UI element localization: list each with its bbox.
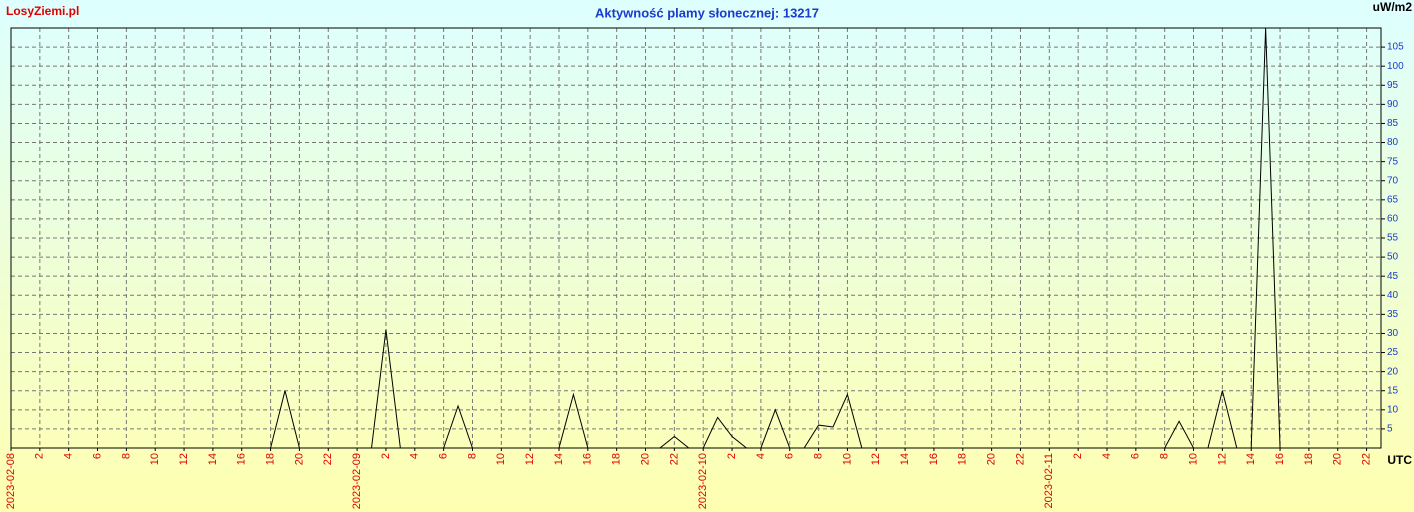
x-tick-label: 4	[409, 453, 421, 459]
x-tick-label: 6	[1130, 453, 1142, 459]
y-tick-label: 70	[1387, 175, 1399, 186]
x-tick-label: 4	[63, 453, 75, 459]
y-tick-label: 90	[1387, 99, 1399, 110]
x-tick-label: 20	[293, 453, 305, 465]
y-tick-label: 30	[1387, 328, 1399, 339]
x-tick-label: 16	[582, 453, 594, 465]
x-tick-label: 16	[928, 453, 940, 465]
y-tick-label: 45	[1387, 271, 1399, 282]
x-tick-label: 2	[34, 453, 46, 459]
y-tick-label: 20	[1387, 366, 1399, 377]
x-tick-label: 4	[1101, 453, 1113, 459]
x-tick-label: 2	[380, 453, 392, 459]
x-tick-label: 16	[1274, 453, 1286, 465]
y-tick-label: 50	[1387, 252, 1399, 263]
x-tick-label: 10	[149, 453, 161, 465]
y-tick-label: 35	[1387, 309, 1399, 320]
y-tick-label: 65	[1387, 194, 1399, 205]
x-tick-label: 18	[957, 453, 969, 465]
x-label: UTC	[1387, 453, 1412, 467]
x-tick-label: 12	[178, 453, 190, 465]
y-tick-label: 80	[1387, 137, 1399, 148]
x-tick-label: 22	[322, 453, 334, 465]
y-tick-label: 55	[1387, 233, 1399, 244]
x-tick-label: 16	[236, 453, 248, 465]
y-tick-label: 40	[1387, 290, 1399, 301]
y-tick-label: 15	[1387, 385, 1399, 396]
y-tick-label: 60	[1387, 214, 1399, 225]
x-tick-label: 2	[1072, 453, 1084, 459]
x-tick-label: 12	[524, 453, 536, 465]
data-line	[11, 27, 1281, 449]
x-tick-label: 2023-02-08	[5, 453, 17, 509]
x-tick-label: 8	[1159, 453, 1171, 459]
x-tick-label: 18	[264, 453, 276, 465]
y-tick-label: 25	[1387, 347, 1399, 358]
x-tick-label: 4	[755, 453, 767, 459]
y-tick-label: 95	[1387, 80, 1399, 91]
x-tick-label: 20	[1332, 453, 1344, 465]
y-tick-label: 10	[1387, 404, 1399, 415]
y-tick-label: 75	[1387, 156, 1399, 167]
x-tick-label: 2	[726, 453, 738, 459]
x-tick-label: 14	[207, 453, 219, 465]
x-tick-label: 12	[870, 453, 882, 465]
y-tick-label: 100	[1387, 61, 1404, 72]
x-tick-label: 10	[495, 453, 507, 465]
x-tick-label: 6	[438, 453, 450, 459]
x-tick-label: 22	[668, 453, 680, 465]
x-tick-label: 14	[899, 453, 911, 465]
x-tick-label: 18	[611, 453, 623, 465]
x-tick-label: 2023-02-09	[351, 453, 363, 509]
x-tick-label: 6	[784, 453, 796, 459]
x-tick-label: 18	[1303, 453, 1315, 465]
y-tick-label: 85	[1387, 118, 1399, 129]
x-tick-label: 20	[986, 453, 998, 465]
x-tick-label: 8	[466, 453, 478, 459]
x-tick-label: 2023-02-11	[1043, 453, 1055, 508]
x-tick-label: 22	[1014, 453, 1026, 465]
x-tick-label: 8	[120, 453, 132, 459]
y-unit: uW/m2	[1373, 0, 1413, 14]
site-name: LosyZiemi.pl	[6, 4, 79, 18]
x-tick-label: 12	[1216, 453, 1228, 465]
x-tick-label: 2023-02-10	[697, 453, 709, 509]
chart-title: Aktywność plamy słonecznej: 13217	[595, 5, 819, 20]
x-tick-label: 22	[1360, 453, 1372, 465]
x-tick-label: 10	[841, 453, 853, 465]
x-tick-label: 14	[1245, 453, 1257, 465]
y-tick-label: 5	[1387, 424, 1393, 435]
x-tick-label: 10	[1187, 453, 1199, 465]
x-tick-label: 14	[553, 453, 565, 465]
x-tick-label: 20	[639, 453, 651, 465]
y-tick-label: 105	[1387, 42, 1404, 53]
x-tick-label: 8	[812, 453, 824, 459]
x-tick-label: 6	[91, 453, 103, 459]
